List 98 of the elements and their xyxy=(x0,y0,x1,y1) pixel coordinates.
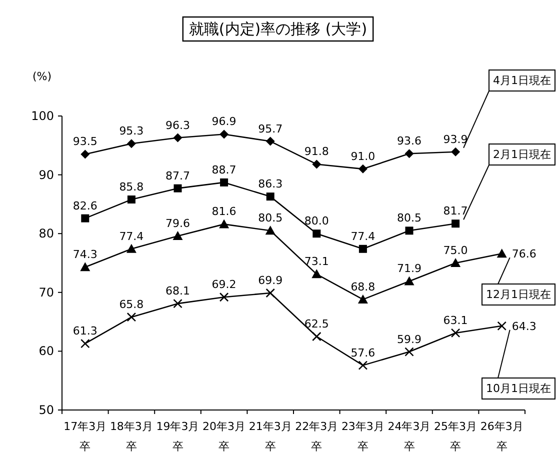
data-label: 68.1 xyxy=(166,284,190,298)
data-label: 65.8 xyxy=(119,298,144,312)
point xyxy=(451,147,460,156)
x-tick-label: 22年3月卒 xyxy=(295,420,338,453)
data-label: 87.7 xyxy=(166,169,190,182)
text: 12月1日現在 xyxy=(486,288,551,301)
point xyxy=(404,276,414,286)
data-label: 79.6 xyxy=(166,216,190,230)
point xyxy=(358,360,368,370)
data-label: 91.8 xyxy=(304,145,329,158)
point xyxy=(173,298,182,308)
data-label: 93.5 xyxy=(72,135,98,148)
data-label: 95.3 xyxy=(119,124,144,138)
data-label: 80.0 xyxy=(304,214,329,228)
x-tick-label: 24年3月卒 xyxy=(388,420,431,453)
point xyxy=(450,328,460,338)
data-label: 80.5 xyxy=(258,212,283,225)
point xyxy=(173,133,182,142)
x-tick-label: 20年3月卒 xyxy=(202,420,246,453)
data-label: 96.3 xyxy=(166,118,190,132)
point xyxy=(220,130,229,139)
point xyxy=(220,178,228,186)
x-tick-label: 23年3月卒 xyxy=(341,420,384,453)
x-tick-label: 26年3月卒 xyxy=(480,420,524,453)
point xyxy=(81,214,90,222)
point xyxy=(266,288,275,298)
data-label: 59.9 xyxy=(397,332,422,346)
point xyxy=(172,230,183,240)
y-tick-label: 90 xyxy=(38,168,54,182)
data-label: 57.6 xyxy=(350,346,376,360)
point xyxy=(452,220,460,228)
point xyxy=(358,164,368,174)
data-label: 95.7 xyxy=(258,122,283,136)
y-axis-title: (%) xyxy=(32,70,52,83)
text: 4月1日現在 xyxy=(493,74,551,87)
point xyxy=(358,294,368,304)
data-label: 76.6 xyxy=(512,248,536,261)
x-tick-label: 17年3月卒 xyxy=(64,420,107,453)
x-tick-label: 25年3月卒 xyxy=(434,420,478,453)
point xyxy=(127,195,136,204)
y-tick-label: 80 xyxy=(38,226,54,241)
data-label: 88.7 xyxy=(212,163,236,176)
data-label: 61.3 xyxy=(72,324,98,338)
data-label: 64.3 xyxy=(512,320,536,333)
data-label: 81.6 xyxy=(212,205,236,218)
point xyxy=(80,150,90,159)
data-label: 69.9 xyxy=(258,274,283,287)
point xyxy=(126,312,136,322)
y-tick-label: 70 xyxy=(38,285,54,300)
point xyxy=(404,347,414,356)
data-label: 91.0 xyxy=(350,150,376,163)
point xyxy=(219,292,229,302)
chart-title: 就職(内定)率の推移 (大学) xyxy=(188,20,368,38)
point xyxy=(358,244,367,253)
data-label: 82.6 xyxy=(72,199,98,212)
point xyxy=(174,184,182,192)
point xyxy=(312,332,322,342)
data-label: 63.1 xyxy=(443,314,468,327)
data-label: 77.4 xyxy=(350,230,376,243)
point xyxy=(312,230,321,238)
point xyxy=(496,248,507,258)
data-label: 71.9 xyxy=(397,262,422,276)
point xyxy=(266,192,274,201)
data-label: 93.6 xyxy=(397,134,422,148)
data-label: 75.0 xyxy=(443,244,468,257)
y-tick-label: 50 xyxy=(38,403,54,417)
point xyxy=(266,136,275,146)
data-label: 69.2 xyxy=(212,278,236,292)
point xyxy=(219,219,230,228)
data-label: 68.8 xyxy=(350,280,376,294)
data-label: 62.5 xyxy=(304,318,329,330)
point xyxy=(80,262,90,272)
data-label: 93.9 xyxy=(443,132,468,146)
point xyxy=(404,149,414,158)
point xyxy=(450,258,461,267)
point xyxy=(312,269,322,278)
point xyxy=(126,244,136,253)
point xyxy=(312,160,322,169)
data-label: 86.3 xyxy=(258,178,283,191)
point xyxy=(265,226,276,235)
point xyxy=(497,321,506,331)
data-label: 85.8 xyxy=(119,180,144,194)
x-tick-label: 21年3月卒 xyxy=(248,420,292,453)
data-label: 80.5 xyxy=(397,212,422,225)
x-tick-label: 18年3月卒 xyxy=(110,420,153,453)
y-tick-label: 100 xyxy=(31,109,54,123)
data-label: 73.1 xyxy=(304,255,329,268)
data-label: 81.7 xyxy=(443,204,468,218)
point xyxy=(80,338,90,348)
data-label: 77.4 xyxy=(119,230,144,243)
text: 10月1日現在 xyxy=(486,382,551,395)
text: 2月1日現在 xyxy=(493,148,551,161)
y-tick-label: 60 xyxy=(38,344,54,358)
x-tick-label: 19年3月卒 xyxy=(156,420,200,453)
point xyxy=(126,139,136,148)
data-label: 74.3 xyxy=(72,248,98,262)
data-label: 96.9 xyxy=(212,115,236,128)
point xyxy=(405,226,414,235)
